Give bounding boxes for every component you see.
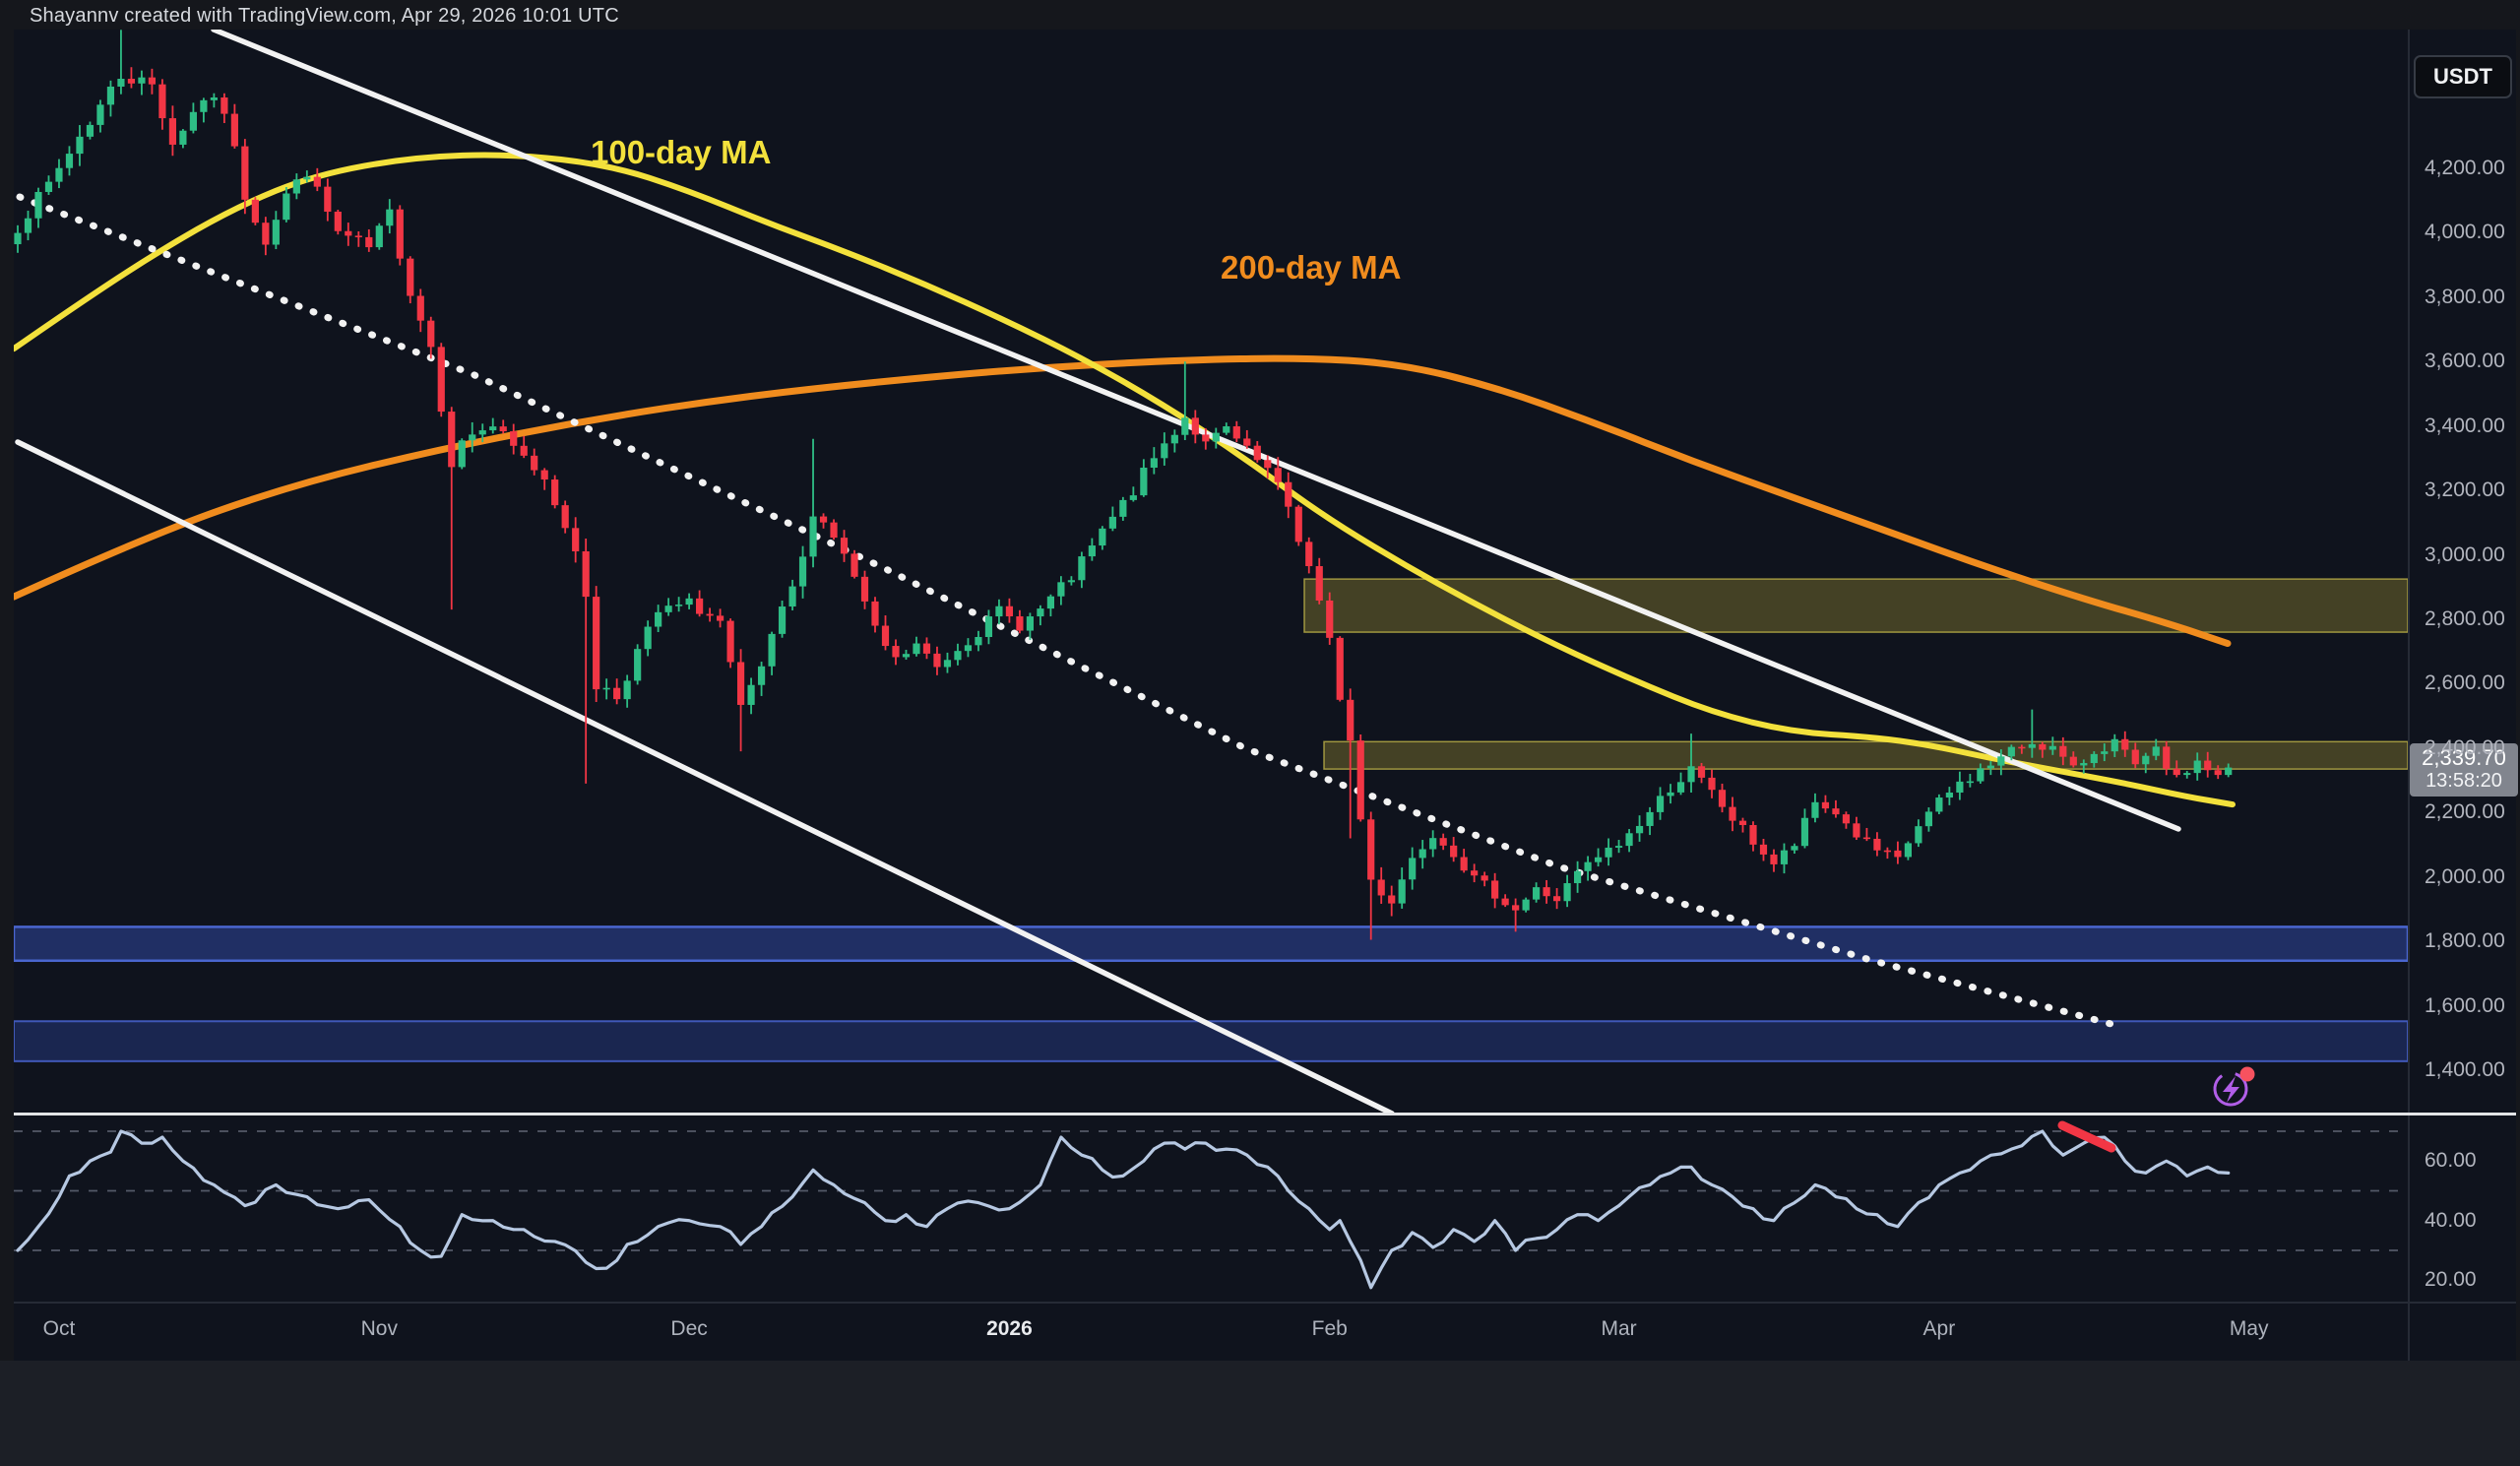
time-tick-Nov: Nov	[360, 1317, 398, 1340]
ma200-line[interactable]	[14, 354, 2232, 648]
price-tick-2200: 2,200.00	[2425, 800, 2505, 824]
price-tick-1400: 1,400.00	[2425, 1058, 2505, 1081]
time-tick-Feb: Feb	[1311, 1317, 1348, 1340]
resistance-zone-lower[interactable]	[1323, 740, 2408, 770]
time-tick-May: May	[2229, 1317, 2269, 1340]
rsi-tick-60: 60.00	[2425, 1149, 2477, 1173]
rsi-pane[interactable]	[14, 1120, 2408, 1290]
rsi-tick-40: 40.00	[2425, 1208, 2477, 1232]
rsi-tick-20: 20.00	[2425, 1268, 2477, 1292]
time-tick-Dec: Dec	[670, 1317, 708, 1340]
time-tick-Oct: Oct	[42, 1317, 76, 1340]
time-tick-2026: 2026	[986, 1317, 1033, 1340]
resistance-zone-upper[interactable]	[1303, 578, 2408, 633]
dotted-trendline[interactable]	[16, 193, 2122, 1030]
price-tick-1800: 1,800.00	[2425, 929, 2505, 953]
price-tick-1600: 1,600.00	[2425, 993, 2505, 1017]
time-tick-Mar: Mar	[1601, 1317, 1637, 1340]
currency-toggle-usdt[interactable]: USDT	[2414, 55, 2512, 98]
price-tick-3600: 3,600.00	[2425, 350, 2505, 373]
ma100-annotation-label: 100-day MA	[591, 134, 772, 170]
price-tick-4200: 4,200.00	[2425, 157, 2505, 179]
price-tick-3000: 3,000.00	[2425, 542, 2505, 566]
ma100-line[interactable]	[14, 152, 2236, 808]
bar-countdown: 13:58:20	[2426, 770, 2502, 792]
pane-separator-line[interactable]	[14, 1113, 2516, 1115]
flash-idea-icon[interactable]	[2208, 1066, 2255, 1111]
lower-channel-line[interactable]	[15, 439, 1395, 1114]
rsi-line[interactable]	[16, 1129, 2231, 1290]
chart-credit-text: Shayannv created with TradingView.com, A…	[30, 5, 619, 27]
price-tick-3200: 3,200.00	[2425, 478, 2505, 502]
price-tick-2400: 2,400.00	[2425, 735, 2505, 759]
last-price-value: 2,339.70	[2422, 745, 2506, 770]
price-tick-2600: 2,600.00	[2425, 671, 2505, 695]
candlesticks[interactable]	[14, 30, 2233, 940]
support-zone-upper[interactable]	[14, 925, 2408, 963]
price-axis-border	[2408, 30, 2410, 1361]
time-tick-Apr: Apr	[1922, 1317, 1956, 1340]
price-tick-3800: 3,800.00	[2425, 285, 2505, 308]
time-axis-border	[14, 1302, 2516, 1304]
last-price-badge: 2,339.70 13:58:20	[2410, 743, 2518, 797]
price-tick-3400: 3,400.00	[2425, 414, 2505, 437]
price-tick-4000: 4,000.00	[2425, 221, 2505, 244]
ma200-annotation-label: 200-day MA	[1221, 249, 1402, 286]
footer-bar: TradingView	[0, 1361, 2520, 1466]
price-tick-2800: 2,800.00	[2425, 607, 2505, 630]
main-pane[interactable]	[14, 30, 2408, 1114]
rsi-red-trendline[interactable]	[2057, 1120, 2116, 1153]
price-tick-2000: 2,000.00	[2425, 864, 2505, 888]
